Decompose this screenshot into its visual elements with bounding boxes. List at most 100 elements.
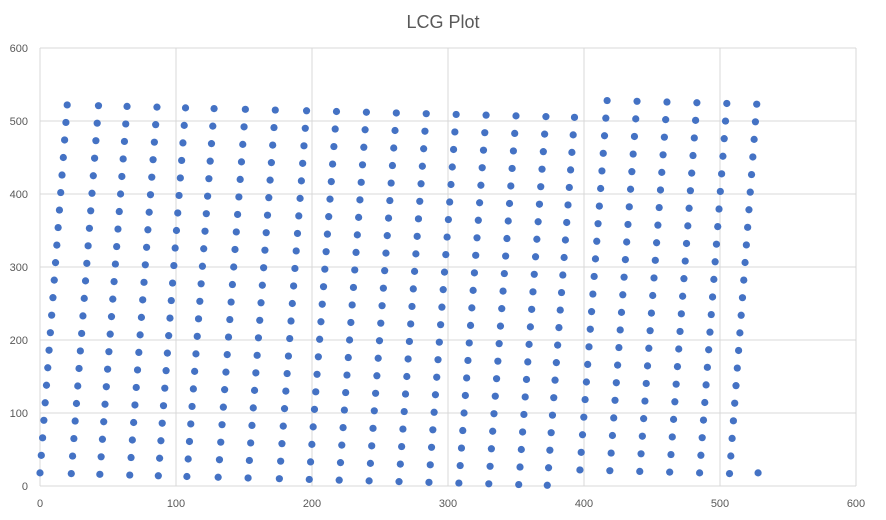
data-point bbox=[105, 348, 113, 356]
y-tick-label: 100 bbox=[10, 408, 28, 420]
data-point bbox=[373, 372, 381, 380]
data-point bbox=[646, 327, 654, 335]
data-point bbox=[302, 107, 311, 115]
data-point bbox=[490, 410, 498, 418]
data-point bbox=[517, 445, 525, 454]
data-point bbox=[698, 434, 706, 442]
data-point bbox=[38, 434, 47, 442]
data-point bbox=[404, 355, 412, 363]
data-point bbox=[554, 341, 562, 349]
data-point bbox=[132, 383, 140, 392]
data-point bbox=[463, 374, 471, 382]
data-point bbox=[482, 111, 490, 119]
data-point bbox=[74, 382, 82, 390]
data-point bbox=[250, 386, 259, 394]
data-point bbox=[236, 175, 244, 183]
data-point bbox=[328, 160, 337, 168]
data-point bbox=[524, 358, 532, 366]
data-point bbox=[460, 409, 468, 417]
data-point bbox=[533, 235, 541, 243]
data-point bbox=[209, 122, 217, 130]
data-point bbox=[581, 395, 589, 404]
data-point bbox=[170, 261, 178, 270]
data-point bbox=[256, 316, 264, 324]
data-point bbox=[357, 178, 365, 186]
data-point bbox=[538, 165, 546, 173]
data-point bbox=[449, 145, 458, 154]
data-point bbox=[174, 209, 182, 217]
data-point bbox=[345, 336, 354, 344]
data-point bbox=[230, 263, 238, 271]
data-point bbox=[401, 390, 410, 398]
data-point bbox=[578, 431, 587, 439]
x-tick-label: 400 bbox=[575, 498, 593, 510]
data-point bbox=[630, 132, 639, 141]
data-point bbox=[723, 99, 731, 108]
data-point bbox=[356, 196, 364, 204]
data-point bbox=[131, 401, 139, 409]
data-point bbox=[495, 340, 503, 348]
data-point bbox=[410, 267, 419, 275]
data-point bbox=[478, 164, 486, 172]
data-point bbox=[383, 232, 391, 240]
data-point bbox=[550, 394, 558, 402]
data-point bbox=[684, 222, 692, 230]
data-point bbox=[140, 278, 148, 286]
data-point bbox=[500, 269, 508, 278]
data-point bbox=[396, 460, 404, 468]
data-point bbox=[464, 356, 472, 365]
data-point bbox=[344, 353, 352, 362]
data-point bbox=[392, 109, 400, 117]
data-point bbox=[439, 286, 447, 294]
data-point bbox=[283, 369, 291, 378]
data-point bbox=[456, 461, 464, 470]
data-point bbox=[323, 230, 332, 238]
data-point bbox=[477, 181, 485, 189]
x-tick-label: 200 bbox=[303, 498, 321, 510]
data-point bbox=[693, 99, 701, 107]
data-point bbox=[96, 470, 104, 478]
data-point bbox=[577, 448, 585, 456]
data-point bbox=[233, 210, 242, 219]
data-point bbox=[686, 187, 695, 195]
data-point bbox=[253, 351, 261, 359]
data-point bbox=[515, 480, 523, 489]
data-point bbox=[733, 364, 741, 372]
data-point bbox=[443, 233, 451, 241]
data-point bbox=[626, 185, 635, 193]
data-point bbox=[275, 475, 283, 483]
data-point bbox=[314, 353, 322, 361]
data-point bbox=[414, 215, 423, 223]
data-point bbox=[382, 249, 390, 257]
data-point bbox=[362, 108, 370, 116]
data-point bbox=[541, 130, 549, 138]
data-point bbox=[440, 268, 449, 276]
data-point bbox=[338, 441, 346, 449]
data-point bbox=[747, 170, 756, 179]
data-point bbox=[61, 136, 69, 144]
data-point bbox=[37, 451, 45, 459]
data-point bbox=[615, 343, 623, 352]
data-point bbox=[405, 337, 414, 346]
data-point bbox=[92, 137, 100, 145]
data-point bbox=[377, 319, 385, 327]
data-point bbox=[614, 361, 622, 369]
data-point bbox=[241, 105, 249, 113]
data-point bbox=[702, 381, 710, 389]
data-point bbox=[658, 168, 666, 176]
data-point bbox=[296, 194, 304, 202]
data-point bbox=[158, 419, 166, 427]
data-point bbox=[100, 418, 108, 426]
y-tick-label: 600 bbox=[10, 43, 28, 55]
data-point bbox=[667, 450, 675, 459]
data-point bbox=[612, 379, 620, 387]
data-point bbox=[41, 399, 49, 407]
data-point bbox=[689, 151, 697, 160]
data-point bbox=[355, 213, 363, 221]
data-point bbox=[226, 315, 234, 324]
data-point bbox=[597, 184, 605, 193]
data-point bbox=[277, 457, 285, 465]
data-point bbox=[496, 322, 505, 330]
data-point bbox=[214, 473, 222, 481]
data-point bbox=[611, 396, 619, 404]
